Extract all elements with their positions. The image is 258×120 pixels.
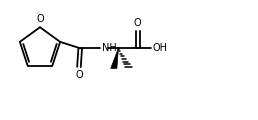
Text: O: O — [75, 70, 83, 80]
Polygon shape — [111, 48, 118, 68]
Text: NH: NH — [102, 42, 117, 53]
Text: O: O — [134, 18, 142, 28]
Text: O: O — [36, 14, 44, 24]
Text: OH: OH — [152, 43, 167, 53]
